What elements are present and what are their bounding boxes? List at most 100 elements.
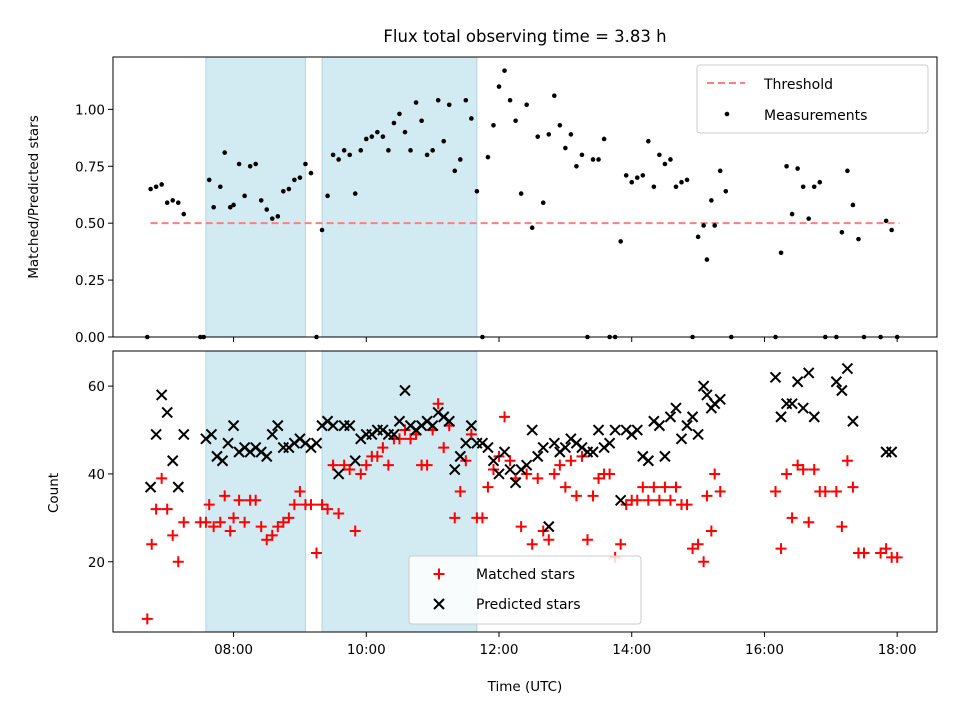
predicted-star-point <box>216 455 229 467</box>
predicted-star-point <box>266 428 278 441</box>
measurement-point <box>651 184 657 190</box>
matched-star-point <box>371 450 383 462</box>
matched-star-point <box>316 499 328 511</box>
predicted-star-point <box>388 428 400 441</box>
measurement-point <box>227 204 233 210</box>
predicted-star-point <box>155 389 168 401</box>
matched-star-point <box>311 547 323 559</box>
measurement-point <box>784 163 789 169</box>
measurement-point <box>507 97 513 103</box>
measurement-point <box>452 168 458 174</box>
predicted-star-point <box>697 380 710 392</box>
matched-star-point <box>499 411 511 423</box>
measurement-point <box>574 163 579 169</box>
matched-star-point <box>438 442 450 454</box>
matched-star-point <box>261 534 273 546</box>
matched-star-point <box>692 538 704 550</box>
matched-star-point <box>803 516 815 528</box>
matched-star-point <box>653 494 665 506</box>
matched-star-point <box>233 494 245 506</box>
matched-star-point <box>615 538 627 550</box>
matched-star-point <box>283 512 295 524</box>
measurement-point <box>303 161 308 167</box>
predicted-star-point <box>167 455 179 467</box>
predicted-star-point <box>847 415 859 427</box>
measurement-point <box>817 179 823 185</box>
predicted-star-point <box>222 437 234 449</box>
measurement-point <box>474 189 480 194</box>
predicted-star-point <box>642 455 655 467</box>
measurement-point <box>231 202 236 208</box>
measurement-point <box>513 118 518 124</box>
measurement-point <box>217 184 223 190</box>
measurement-point <box>679 179 684 185</box>
predicted-star-point <box>885 446 898 458</box>
matched-star-point <box>141 613 153 625</box>
matched-star-point <box>648 481 660 493</box>
predicted-star-point <box>537 441 549 454</box>
top-panel: 0.00 0.25 0.50 0.75 1.00 Threshold Measurement… <box>75 56 938 346</box>
matched-star-point <box>664 494 676 506</box>
measurement-point <box>662 161 668 167</box>
measurement-point <box>457 157 463 162</box>
predicted-star-point <box>686 411 699 423</box>
measurement-point <box>358 148 364 153</box>
measurement-point <box>596 157 601 162</box>
matched-star-point <box>604 468 616 480</box>
predicted-star-point <box>631 424 643 436</box>
predicted-star-point <box>786 397 798 410</box>
measurement-point <box>623 173 629 178</box>
predicted-star-point <box>797 402 809 414</box>
measurement-point <box>275 214 281 219</box>
measurement-point <box>347 152 352 158</box>
measurement-point <box>336 157 341 162</box>
measurement-point <box>712 223 717 228</box>
shaded-interval-2 <box>321 56 478 338</box>
y-tick-label: 40 <box>88 467 105 483</box>
measurement-point <box>170 198 176 203</box>
predicted-star-point <box>272 419 284 432</box>
measurement-point <box>264 207 270 212</box>
predicted-star-point <box>532 450 544 463</box>
plot-frame <box>112 56 938 338</box>
matched-star-point <box>786 512 798 524</box>
measurement-point <box>789 211 795 217</box>
matched-star-point <box>449 512 461 524</box>
matched-star-point <box>681 499 693 511</box>
predicted-star-point <box>454 450 467 463</box>
measurement-point <box>441 138 447 144</box>
measurement-point <box>684 177 690 183</box>
matched-star-point <box>559 481 571 493</box>
legend-label: Measurements <box>764 108 867 124</box>
matched-star-point <box>377 442 389 454</box>
matched-star-point <box>841 455 853 467</box>
measurement-point <box>535 134 541 139</box>
shaded-interval-1 <box>205 56 306 338</box>
matched-star-point <box>775 543 787 555</box>
matched-star-point <box>504 455 516 467</box>
predicted-star-point <box>609 424 621 436</box>
matched-star-point <box>587 490 599 502</box>
predicted-star-point <box>332 468 345 480</box>
measurement-point <box>579 152 585 158</box>
predicted-star-point <box>520 459 533 471</box>
matched-star-point <box>670 481 682 493</box>
predicted-star-point <box>664 411 677 423</box>
measurement-point <box>211 204 216 210</box>
measurement-point <box>491 122 496 128</box>
measurement-point <box>430 148 435 153</box>
measurement-point <box>640 173 646 178</box>
measurement-point <box>778 250 784 256</box>
y-tick-label: 0.00 <box>75 330 105 346</box>
predicted-star-point <box>836 384 848 397</box>
measurement-point <box>258 198 264 203</box>
predicted-star-point <box>161 406 173 419</box>
measurement-point <box>717 168 723 174</box>
measurement-point <box>242 193 247 199</box>
predicted-star-point <box>659 450 671 463</box>
legend-box <box>408 555 642 625</box>
measurement-point <box>325 193 330 199</box>
predicted-star-point <box>802 367 815 379</box>
measurement-point <box>363 136 369 142</box>
